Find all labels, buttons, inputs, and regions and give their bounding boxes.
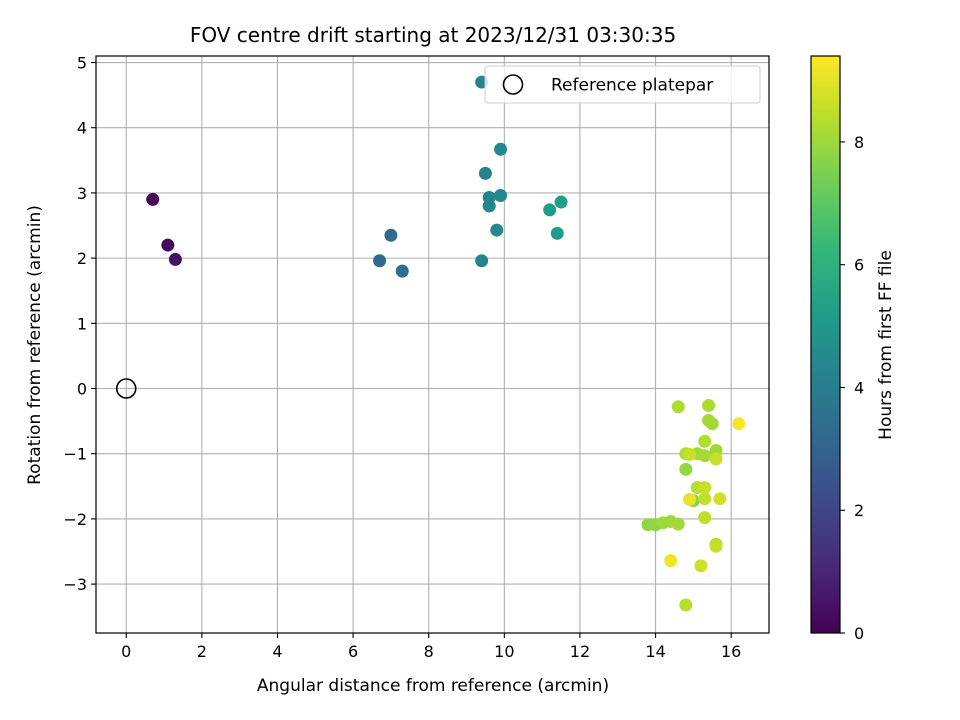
- data-point: [161, 238, 175, 252]
- chart-title: FOV centre drift starting at 2023/12/31 …: [190, 23, 676, 47]
- data-point: [683, 492, 697, 506]
- colorbar-tick-label: 2: [854, 501, 864, 520]
- data-point: [713, 492, 727, 506]
- legend-entry-label: Reference platepar: [551, 76, 713, 96]
- data-point: [702, 398, 716, 412]
- x-tick-label: 10: [494, 642, 514, 661]
- x-axis-label: Angular distance from reference (arcmin): [257, 676, 609, 696]
- data-point: [683, 447, 697, 461]
- data-point: [395, 264, 409, 278]
- colorbar-ticks: 0 2 4 6 8: [840, 133, 864, 643]
- data-point: [698, 449, 712, 463]
- data-point: [494, 189, 508, 203]
- data-point: [709, 452, 723, 466]
- y-tick-label: 5: [77, 54, 87, 73]
- data-point: [664, 554, 678, 568]
- y-axis-label: Rotation from reference (arcmin): [25, 205, 45, 485]
- x-tick-label: 2: [197, 642, 207, 661]
- data-point: [373, 254, 387, 268]
- data-point: [475, 254, 489, 268]
- x-tick-label: 0: [121, 642, 131, 661]
- data-point: [698, 481, 712, 495]
- data-points: [146, 75, 746, 612]
- colorbar-gradient: [810, 55, 841, 634]
- data-point: [482, 199, 496, 213]
- x-axis-ticks: 0 2 4 6 8 10 12 14 16: [121, 633, 741, 661]
- data-point: [168, 252, 182, 266]
- data-point: [698, 434, 712, 448]
- x-tick-label: 8: [424, 642, 434, 661]
- data-point: [554, 195, 568, 209]
- colorbar-tick-label: 4: [854, 378, 864, 397]
- data-point: [694, 559, 708, 573]
- legend: Reference platepar: [484, 65, 761, 104]
- data-point: [384, 228, 398, 242]
- data-point: [146, 192, 160, 206]
- colorbar-tick-label: 0: [854, 624, 864, 643]
- colorbar-tick-label: 8: [854, 133, 864, 152]
- y-tick-label: −2: [63, 510, 87, 529]
- plot-frame: [95, 55, 770, 634]
- x-tick-label: 4: [272, 642, 282, 661]
- data-point: [698, 492, 712, 506]
- y-tick-label: −1: [63, 445, 87, 464]
- data-point: [490, 223, 504, 237]
- data-point: [671, 517, 685, 531]
- data-point: [494, 142, 508, 156]
- data-point: [671, 400, 685, 414]
- y-tick-label: 3: [77, 184, 87, 203]
- y-tick-label: 4: [77, 119, 87, 138]
- y-axis-ticks: −3 −2 −1 0 1 2 3 4 5: [63, 54, 96, 594]
- colorbar: 0 2 4 6 8 Hours from first FF file: [810, 55, 896, 643]
- y-tick-label: 1: [77, 314, 87, 333]
- data-point: [679, 462, 693, 476]
- colorbar-label: Hours from first FF file: [876, 250, 896, 440]
- reference-platepar-marker: [115, 378, 137, 399]
- data-point: [702, 413, 716, 427]
- x-tick-label: 6: [348, 642, 358, 661]
- x-tick-label: 12: [570, 642, 590, 661]
- legend-box: [484, 65, 761, 104]
- data-point: [732, 417, 746, 431]
- y-tick-label: −3: [63, 575, 87, 594]
- data-point: [709, 539, 723, 553]
- legend-marker-icon: [502, 74, 524, 95]
- data-point: [543, 203, 557, 217]
- y-tick-label: 0: [77, 380, 87, 399]
- y-tick-label: 2: [77, 249, 87, 268]
- data-point: [679, 598, 693, 612]
- data-point: [698, 511, 712, 525]
- data-point: [478, 166, 492, 180]
- colorbar-tick-label: 6: [854, 256, 864, 275]
- x-tick-label: 14: [645, 642, 665, 661]
- x-tick-label: 16: [721, 642, 741, 661]
- data-point: [550, 226, 564, 240]
- grid: [96, 56, 769, 633]
